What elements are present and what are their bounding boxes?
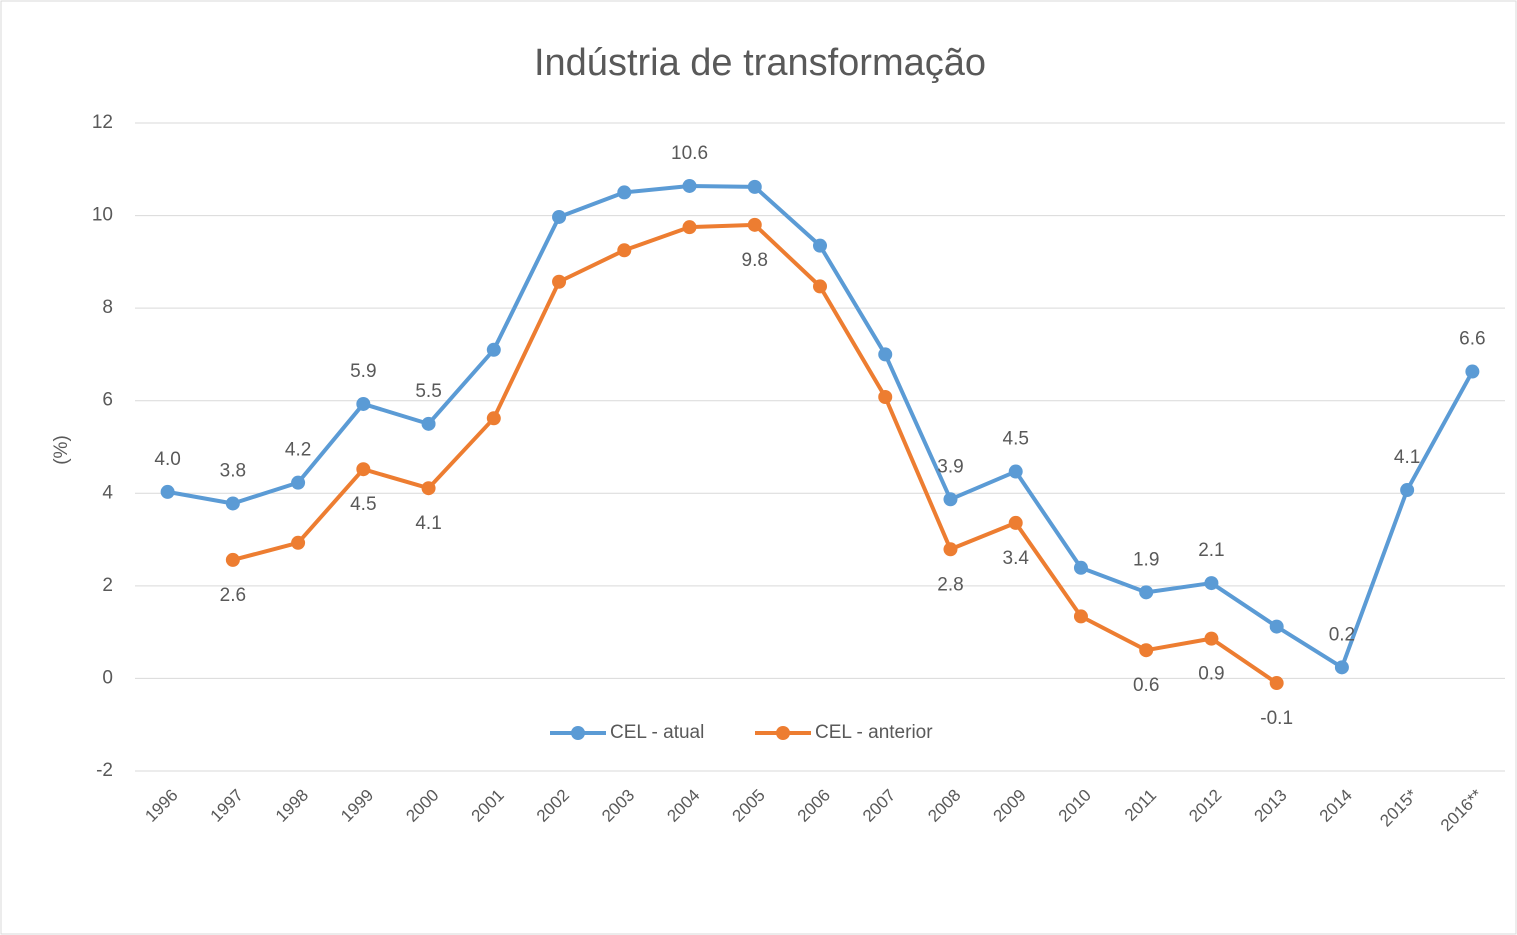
data-label: 10.6 <box>671 143 708 164</box>
data-point <box>617 185 632 200</box>
data-point <box>747 217 762 232</box>
data-point <box>552 209 567 224</box>
y-tick-label: 0 <box>102 667 113 688</box>
data-point <box>813 238 827 253</box>
data-point <box>1269 676 1284 691</box>
data-label: -0.1 <box>1260 708 1293 729</box>
legend-marker <box>571 726 585 740</box>
data-point <box>1465 364 1480 379</box>
data-point <box>1400 483 1415 498</box>
data-point <box>225 496 240 511</box>
data-point <box>421 416 436 431</box>
data-point <box>1269 619 1284 634</box>
data-label: 0.6 <box>1133 675 1159 696</box>
data-point <box>878 390 893 405</box>
data-label: 2.6 <box>220 585 246 606</box>
data-point <box>421 481 436 496</box>
data-point <box>356 396 371 411</box>
data-point <box>291 475 306 490</box>
data-label: 4.5 <box>1003 429 1029 450</box>
data-label: 5.5 <box>415 381 441 402</box>
data-point <box>943 492 958 507</box>
data-label: 2.8 <box>937 574 963 595</box>
legend-marker <box>776 726 790 740</box>
data-point <box>943 542 958 557</box>
y-tick-label: 12 <box>92 112 113 133</box>
data-label: 4.0 <box>154 449 180 470</box>
data-point <box>225 552 240 567</box>
data-point <box>1139 643 1154 658</box>
data-label: 3.4 <box>1003 548 1030 569</box>
data-point <box>1334 660 1349 675</box>
data-label: 4.1 <box>415 513 441 534</box>
y-tick-label: 2 <box>102 575 113 596</box>
data-point <box>1139 585 1154 600</box>
data-point <box>1073 560 1088 575</box>
data-point <box>356 462 371 477</box>
y-axis-label: (%) <box>51 435 72 465</box>
data-point <box>1008 464 1023 479</box>
data-label: 3.9 <box>937 456 963 477</box>
y-tick-label: 10 <box>92 205 113 226</box>
data-point <box>552 274 567 289</box>
data-point <box>747 179 762 194</box>
data-label: 5.9 <box>350 361 376 382</box>
data-label: 1.9 <box>1133 549 1159 570</box>
data-point <box>1073 609 1088 624</box>
legend-label: CEL - anterior <box>815 722 933 743</box>
data-label: 4.1 <box>1394 447 1420 468</box>
data-point <box>813 279 827 294</box>
data-point <box>1204 631 1219 646</box>
data-point <box>878 347 893 362</box>
data-label: 3.8 <box>220 460 246 481</box>
y-tick-label: 6 <box>102 390 113 411</box>
data-label: 6.6 <box>1459 329 1485 350</box>
data-label: 2.1 <box>1198 540 1224 561</box>
y-tick-label: -2 <box>96 760 113 781</box>
data-point <box>617 243 632 258</box>
data-label: 0.2 <box>1329 624 1355 645</box>
chart-title: Indústria de transformação <box>534 42 986 84</box>
data-point <box>1008 515 1023 530</box>
data-point <box>291 535 306 550</box>
data-label: 4.2 <box>285 440 311 461</box>
legend-label: CEL - atual <box>610 722 704 743</box>
data-point <box>486 342 501 357</box>
data-label: 9.8 <box>742 250 768 271</box>
data-point <box>682 178 697 193</box>
y-tick-label: 4 <box>102 482 113 503</box>
data-label: 0.9 <box>1198 664 1224 685</box>
data-point <box>682 220 697 235</box>
data-point <box>1204 576 1219 591</box>
y-tick-label: 8 <box>102 297 113 318</box>
data-label: 4.5 <box>350 494 376 515</box>
data-point <box>160 484 175 499</box>
data-point <box>486 411 501 426</box>
